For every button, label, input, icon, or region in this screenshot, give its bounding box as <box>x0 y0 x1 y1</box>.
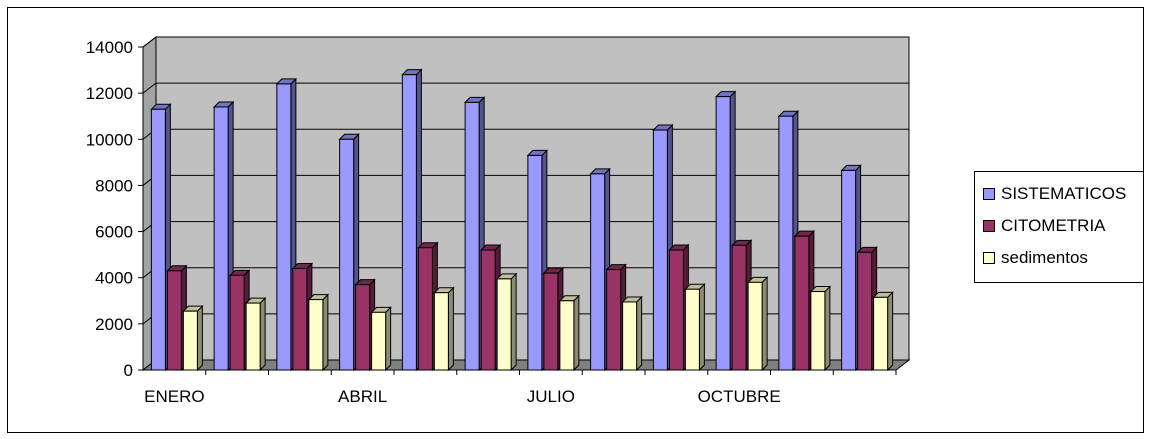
legend-item-sistematicos: SISTEMATICOS <box>983 182 1126 206</box>
bar-front <box>810 291 826 371</box>
bar <box>526 149 549 372</box>
y-tick-label: 0 <box>124 361 133 380</box>
legend-item-sedimentos: sedimentos <box>983 246 1088 270</box>
bar-side <box>698 283 705 372</box>
bar <box>558 294 581 372</box>
bar-front <box>150 108 166 371</box>
y-tick-label: 2000 <box>95 315 133 334</box>
bar-side <box>510 272 517 372</box>
bar-front <box>527 154 543 371</box>
bar <box>684 283 706 372</box>
bar <box>212 100 235 372</box>
bar-front <box>213 106 229 371</box>
bar <box>338 133 360 372</box>
bar-front <box>684 288 700 371</box>
bar-side <box>259 296 266 372</box>
bar-front <box>668 249 684 371</box>
bar-front <box>731 244 747 371</box>
bar-front <box>276 83 292 371</box>
bar-front <box>308 299 324 371</box>
bar-front <box>401 74 417 371</box>
bar-front <box>873 296 889 371</box>
x-tick-label: ENERO <box>144 387 204 406</box>
bar-front <box>339 138 355 371</box>
bar-front <box>166 270 182 371</box>
bar-front <box>747 281 763 371</box>
bar-side <box>887 291 894 372</box>
legend: SISTEMATICOS CITOMETRIA sedimentos <box>974 171 1144 283</box>
axes <box>138 46 897 375</box>
bar-front <box>622 301 638 371</box>
bar-side <box>447 286 454 372</box>
y-tick-label: 12000 <box>86 84 133 103</box>
legend-label-sistematicos: SISTEMATICOS <box>1001 184 1127 203</box>
bar-front <box>433 292 449 371</box>
gridline <box>142 82 909 94</box>
bar-front <box>543 272 559 371</box>
bar-side <box>322 293 329 372</box>
bar-front <box>496 278 512 371</box>
bar <box>542 266 565 372</box>
bar-front <box>229 274 245 371</box>
bar <box>433 286 455 372</box>
bar-front <box>794 235 810 371</box>
y-tick-label: 10000 <box>86 130 133 149</box>
bar-front <box>292 267 308 371</box>
x-tick-label: ABRIL <box>338 387 387 406</box>
bar-front <box>480 249 496 371</box>
bar-front <box>857 251 873 371</box>
bar-side <box>385 306 392 372</box>
legend-label-sedimentos: sedimentos <box>1001 248 1088 267</box>
bar-front <box>559 300 575 371</box>
bar-front <box>355 284 371 371</box>
x-tick-label: JULIO <box>527 387 575 406</box>
bar <box>307 293 330 372</box>
x-tick-label: OCTUBRE <box>698 387 781 406</box>
bar <box>370 306 392 372</box>
bar <box>495 272 518 372</box>
bar-side <box>824 285 831 372</box>
bar <box>872 291 894 372</box>
bar-side <box>761 276 768 372</box>
legend-label-citometria: CITOMETRIA <box>1001 216 1106 235</box>
bar-front <box>590 173 606 371</box>
legend-swatch-sedimentos <box>983 252 995 264</box>
y-tick-label: 8000 <box>95 176 133 195</box>
y-tick-label: 6000 <box>95 223 133 242</box>
bar <box>244 296 267 372</box>
bar-front <box>778 115 794 371</box>
legend-swatch-citometria <box>983 220 995 232</box>
bar-front <box>715 96 731 371</box>
y-tick-label: 4000 <box>95 269 133 288</box>
bar-side <box>573 294 580 372</box>
bar-front <box>652 129 668 371</box>
legend-item-citometria: CITOMETRIA <box>983 214 1106 238</box>
bar <box>746 276 769 372</box>
bar-side <box>636 295 643 372</box>
bar-front <box>182 310 198 371</box>
legend-swatch-sistematicos <box>983 188 995 200</box>
bar <box>621 295 643 372</box>
bar-front <box>245 302 261 371</box>
tick-labels: 0 2000 4000 6000 8000 10000 12000 14000 ENERO ABR… <box>86 38 781 406</box>
bar <box>182 304 204 372</box>
bar-front <box>417 247 433 371</box>
gridline <box>142 36 909 48</box>
bar-front <box>841 169 857 371</box>
bar <box>856 246 878 372</box>
bar <box>605 263 627 372</box>
y-tick-label: 14000 <box>86 38 133 57</box>
bar-side <box>196 304 203 372</box>
bars <box>150 68 894 372</box>
bar <box>809 285 832 372</box>
bar-front <box>464 101 480 371</box>
bar-front <box>606 269 622 371</box>
bar-front <box>371 311 387 371</box>
